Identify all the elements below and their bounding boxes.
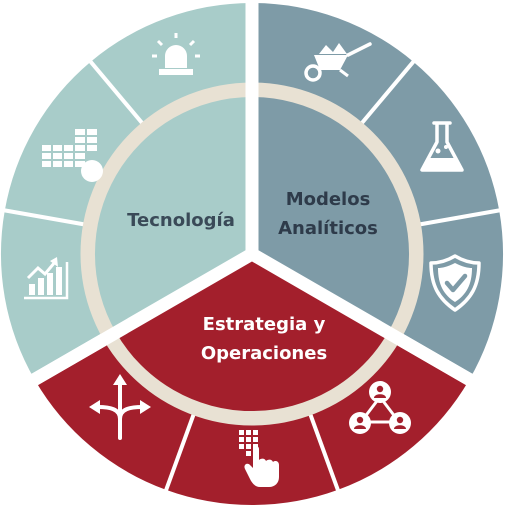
lab-flask-icon [420,121,464,172]
label-modelos-line2: Analíticos [278,218,378,239]
outer-sector-estrategia-1 [308,336,470,490]
shield-check-icon [429,254,481,312]
outer-sector-tecnologia-2 [4,61,147,226]
diverging-arrows-icon [89,374,151,440]
main-dividers [27,0,477,388]
outer-sector-modelos-2 [357,61,500,226]
sector-separator [304,402,341,494]
sector-separator [163,402,200,494]
wheelbarrow-icon [304,42,372,82]
label-estrategia-line1: Estrategia y [203,314,326,335]
sector-separator [1,207,96,229]
sector-separator [352,58,417,134]
sector-separator [87,58,152,134]
outer-sector-estrategia-2 [166,408,338,506]
label-estrategia-line2: Operaciones [201,343,327,364]
siren-icon [152,33,200,75]
sector-separator [408,207,503,229]
label-modelos-line1: Modelos [286,189,371,210]
growth-chart-icon [24,257,69,300]
touch-keypad-icon [239,430,279,487]
label-tecnologia: Tecnología [127,210,235,231]
server-stack-icon [42,129,103,182]
people-network-icon [349,381,411,434]
outer-sector-estrategia-3 [34,336,196,490]
